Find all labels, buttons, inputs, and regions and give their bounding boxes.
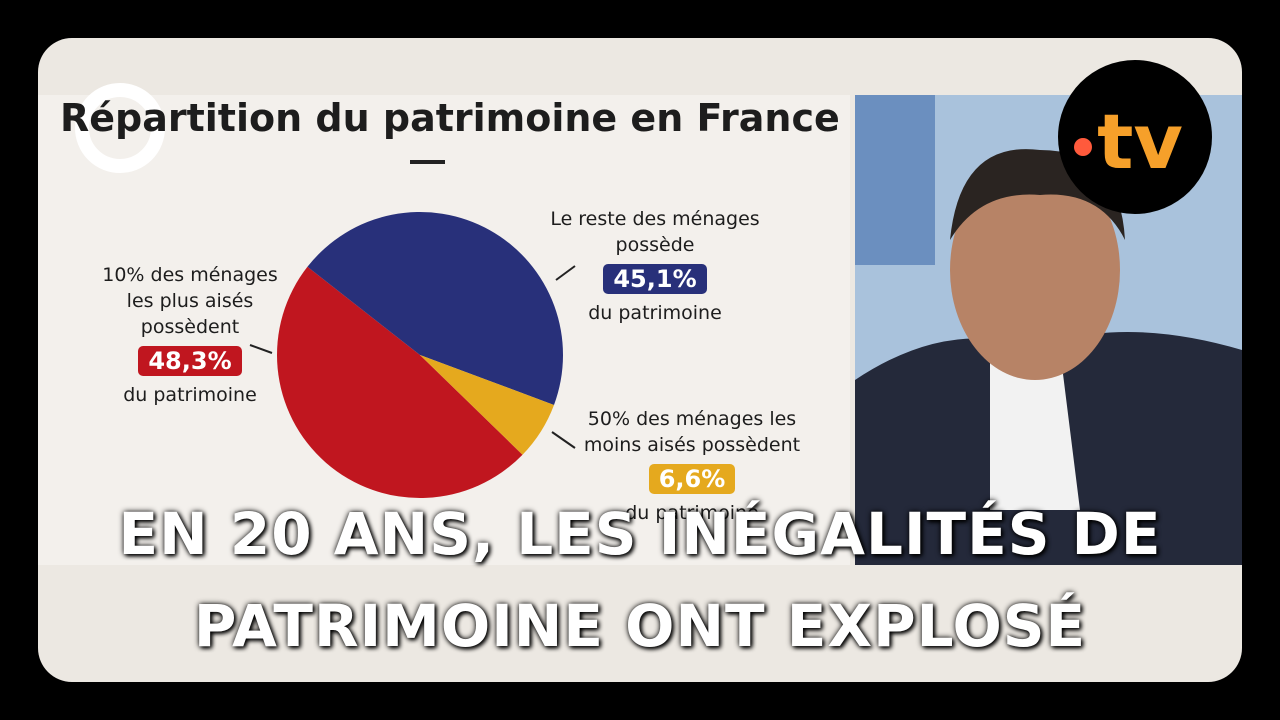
- pie-slice: [420, 355, 554, 455]
- chart-title: Répartition du patrimoine en France: [60, 96, 840, 140]
- category-label: 10% des ménages les plus aisés possèdent: [102, 264, 278, 338]
- label-suffix: du patrimoine: [123, 384, 257, 406]
- pie-slice: [277, 266, 523, 498]
- logo-text: tv: [1097, 97, 1183, 186]
- label-suffix: du patrimoine: [588, 302, 722, 324]
- presenter-shirt: [990, 350, 1080, 510]
- category-label: Le reste des ménages possède: [550, 208, 760, 256]
- slice-label: Le reste des ménages possède 45,1% du pa…: [540, 206, 770, 326]
- pie: [277, 212, 563, 498]
- presenter-head: [950, 160, 1120, 380]
- leader-line: [555, 265, 576, 281]
- value-label: 6,6%: [648, 464, 736, 494]
- caption-line: PATRIMOINE ONT EXPLOSÉ: [193, 592, 1087, 660]
- logo-dot: [1074, 138, 1092, 156]
- label-suffix: du patrimoine: [625, 502, 759, 524]
- leader-line: [249, 344, 273, 354]
- slice-label: 10% des ménages les plus aisés possèdent…: [90, 262, 290, 408]
- screen: [855, 95, 935, 265]
- leader-line: [551, 431, 576, 449]
- category-label: 50% des ménages les moins aisés possèden…: [583, 408, 801, 456]
- corner-logo: [75, 83, 165, 173]
- logo-circle: [1058, 60, 1212, 214]
- value-label: 45,1%: [603, 264, 707, 294]
- pie-slice: [307, 212, 563, 405]
- caption-line: EN 20 ANS, LES INÉGALITÉS DE: [118, 500, 1162, 568]
- slice-label: 50% des ménages les moins aisés possèden…: [582, 406, 802, 526]
- value-label: 48,3%: [138, 346, 242, 376]
